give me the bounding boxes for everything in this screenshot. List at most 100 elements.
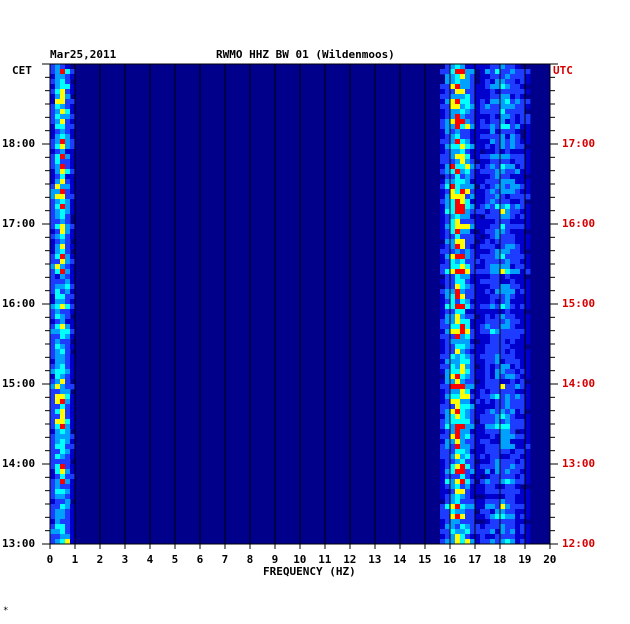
x-tick-label: 20 (543, 553, 557, 566)
heatmap-cell (455, 514, 461, 520)
heatmap-cell (490, 309, 496, 315)
heatmap-cell (65, 439, 71, 445)
heatmap-cell (460, 324, 466, 330)
heatmap-cell (490, 94, 496, 100)
heatmap-cell (60, 109, 66, 115)
heatmap-cell (500, 99, 506, 105)
heatmap-cell (470, 79, 476, 85)
heatmap-cell (520, 169, 526, 175)
heatmap-cell (485, 449, 491, 455)
heatmap-cell (450, 134, 456, 140)
heatmap-cell (50, 279, 56, 285)
heatmap-cell (65, 154, 71, 160)
heatmap-cell (440, 344, 446, 350)
heatmap-cell (475, 169, 481, 175)
heatmap-cell (470, 334, 476, 340)
heatmap-cell (450, 429, 456, 435)
heatmap-cell (460, 144, 466, 150)
heatmap-cell (450, 279, 456, 285)
heatmap-cell (450, 284, 456, 290)
heatmap-cell (450, 524, 456, 530)
heatmap-cell (470, 204, 476, 210)
heatmap-cell (490, 84, 496, 90)
heatmap-cell (70, 444, 76, 450)
heatmap-cell (445, 374, 451, 380)
heatmap-cell (440, 124, 446, 130)
heatmap-cell (520, 384, 526, 390)
heatmap-cell (65, 504, 71, 510)
heatmap-cell (510, 489, 516, 495)
heatmap-cell (515, 289, 521, 295)
heatmap-cell (65, 234, 71, 240)
heatmap-cell (485, 279, 491, 285)
heatmap-cell (440, 414, 446, 420)
heatmap-cell (50, 109, 56, 115)
heatmap-cell (490, 334, 496, 340)
x-tick-label: 6 (196, 553, 204, 566)
heatmap-cell (55, 224, 61, 230)
heatmap-cell (450, 159, 456, 165)
heatmap-cell (525, 404, 531, 410)
heatmap-cell (480, 319, 486, 325)
heatmap-cell (70, 309, 76, 315)
heatmap-cell (450, 219, 456, 225)
heatmap-cell (520, 354, 526, 360)
heatmap-cell (510, 479, 516, 485)
heatmap-cell (450, 324, 456, 330)
heatmap-cell (50, 244, 56, 250)
heatmap-cell (60, 364, 66, 370)
heatmap-cell (460, 469, 466, 475)
heatmap-cell (440, 339, 446, 345)
heatmap-cell (505, 529, 511, 535)
heatmap-cell (450, 259, 456, 265)
heatmap-cell (500, 529, 506, 535)
heatmap-cell (65, 389, 71, 395)
heatmap-cell (465, 419, 471, 425)
heatmap-cell (505, 409, 511, 415)
heatmap-cell (475, 174, 481, 180)
heatmap-cell (455, 189, 461, 195)
heatmap-cell (480, 114, 486, 120)
heatmap-cell (505, 424, 511, 430)
heatmap-cell (70, 369, 76, 375)
heatmap-cell (55, 74, 61, 80)
heatmap-cell (480, 69, 486, 75)
heatmap-cell (485, 234, 491, 240)
heatmap-cell (490, 79, 496, 85)
heatmap-cell (505, 174, 511, 180)
heatmap-cell (455, 309, 461, 315)
heatmap-cell (450, 464, 456, 470)
heatmap-cell (480, 524, 486, 530)
heatmap-cell (515, 409, 521, 415)
heatmap-cell (440, 229, 446, 235)
heatmap-cell (515, 279, 521, 285)
heatmap-cell (70, 204, 76, 210)
heatmap-cell (485, 284, 491, 290)
heatmap-cell (450, 99, 456, 105)
heatmap-cell (515, 539, 521, 545)
heatmap-cell (490, 144, 496, 150)
heatmap-cell (65, 164, 71, 170)
heatmap-cell (525, 454, 531, 460)
heatmap-cell (505, 284, 511, 290)
heatmap-cell (515, 129, 521, 135)
heatmap-cell (500, 369, 506, 375)
heatmap-cell (470, 319, 476, 325)
footer-mark: * (3, 606, 9, 616)
heatmap-cell (445, 534, 451, 540)
heatmap-cell (460, 439, 466, 445)
heatmap-cell (455, 134, 461, 140)
heatmap-cell (440, 509, 446, 515)
heatmap-cell (65, 369, 71, 375)
heatmap-cell (495, 234, 501, 240)
heatmap-cell (465, 389, 471, 395)
heatmap-cell (470, 229, 476, 235)
heatmap-cell (55, 254, 61, 260)
heatmap-cell (525, 444, 531, 450)
heatmap-cell (450, 79, 456, 85)
heatmap-cell (520, 114, 526, 120)
heatmap-cell (520, 264, 526, 270)
heatmap-cell (470, 449, 476, 455)
heatmap-cell (55, 539, 61, 545)
heatmap-cell (475, 359, 481, 365)
